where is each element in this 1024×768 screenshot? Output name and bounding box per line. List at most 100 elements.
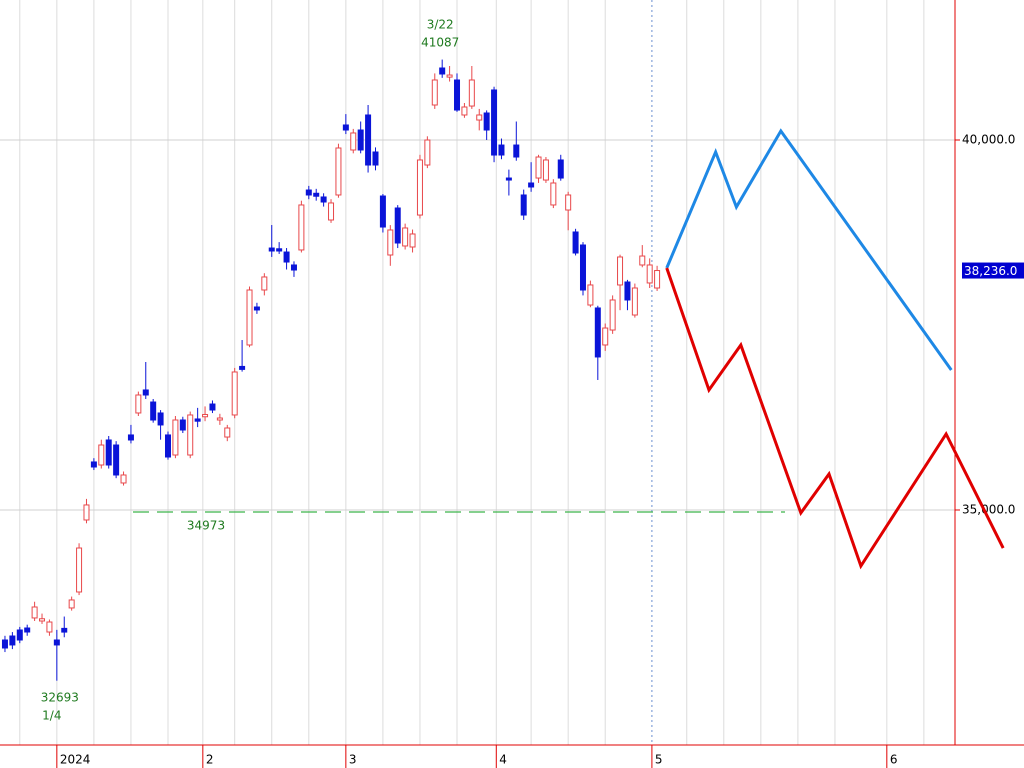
candle-body <box>624 281 631 301</box>
x-tick-label: 2024 <box>60 753 91 767</box>
candle-body <box>98 444 105 466</box>
candle-body <box>409 233 416 248</box>
candle-body <box>431 79 438 106</box>
candle-body <box>557 159 564 179</box>
candle-body <box>113 444 120 476</box>
candle-body <box>290 264 297 271</box>
candle-body <box>83 504 90 521</box>
candle-body <box>24 627 31 633</box>
candle-body <box>16 629 23 641</box>
candle-body <box>617 256 624 286</box>
x-tick-label: 4 <box>499 753 507 767</box>
candle-body <box>31 606 38 619</box>
candle-body <box>350 132 357 151</box>
candle-body <box>646 264 653 284</box>
candle-body <box>305 189 312 196</box>
candle-body <box>253 306 260 311</box>
candle-body <box>209 403 216 411</box>
candle-body <box>216 417 223 421</box>
candle-body <box>157 412 164 426</box>
price-tag-label: 38,236.0 <box>964 264 1017 278</box>
candle-body <box>298 204 305 251</box>
candle-body <box>654 270 661 289</box>
candle-body <box>379 195 386 228</box>
projection-line <box>665 128 953 371</box>
candle-body <box>46 621 53 633</box>
y-tick-label: 40,000.0 <box>962 133 1015 147</box>
candle-body <box>402 227 409 247</box>
candle-body <box>313 192 320 197</box>
candle-body <box>342 124 349 131</box>
candle-body <box>491 89 498 156</box>
candle-body <box>224 427 231 438</box>
candle-body <box>283 251 290 263</box>
candle-body <box>172 419 179 456</box>
candle-body <box>594 307 601 358</box>
candle-body <box>587 284 594 306</box>
candle-body <box>127 434 134 441</box>
y-tick-label: 35,000.0 <box>962 502 1015 516</box>
candle-body <box>120 474 127 484</box>
annotation-date: 1/4 <box>42 709 61 723</box>
candle-body <box>424 139 431 166</box>
candle-body <box>468 79 475 107</box>
candle-body <box>357 129 364 151</box>
candle-body <box>320 196 327 203</box>
candle-body <box>372 151 379 166</box>
candle-body <box>394 207 401 244</box>
candle-body <box>565 194 572 211</box>
support-label: 34973 <box>187 518 225 532</box>
candle-body <box>239 365 246 370</box>
candle-body <box>528 182 535 188</box>
annotation-value: 41087 <box>421 36 459 50</box>
candle-body <box>602 327 609 346</box>
annotation-value: 32693 <box>41 691 79 705</box>
candle-body <box>246 289 253 346</box>
candle-body <box>135 394 142 414</box>
candle-body <box>328 202 335 221</box>
candle-body <box>53 639 60 646</box>
candle-body <box>268 247 275 252</box>
candle-body <box>446 74 453 78</box>
candle-body <box>461 106 468 116</box>
candle-body <box>164 434 171 458</box>
candle-body <box>90 461 97 468</box>
candle-body <box>476 114 483 121</box>
candle-body <box>550 182 557 206</box>
candle-body <box>483 112 490 131</box>
candle-body <box>387 229 394 256</box>
candle-body <box>1 639 8 649</box>
candle-body <box>579 244 586 291</box>
x-tick-label: 3 <box>349 753 357 767</box>
candle-body <box>609 299 616 331</box>
annotation-date: 3/22 <box>427 18 454 32</box>
candle-body <box>572 231 579 254</box>
candle-body <box>639 255 646 266</box>
candle-body <box>150 401 157 421</box>
candle-body <box>179 419 186 431</box>
candle-body <box>416 159 423 216</box>
candle-body <box>39 618 46 622</box>
candle-body <box>520 194 527 216</box>
candle-body <box>335 147 342 196</box>
x-tick-label: 2 <box>206 753 214 767</box>
candle-body <box>76 547 83 593</box>
candle-body <box>202 414 209 418</box>
candle-body <box>439 67 446 75</box>
candle-body <box>498 144 505 156</box>
candle-body <box>535 156 542 179</box>
candle-body <box>631 287 638 316</box>
projection-line <box>665 267 1005 570</box>
candle-body <box>194 418 201 422</box>
candle-body <box>454 79 461 111</box>
candle-body <box>276 248 283 252</box>
candle-body <box>68 599 75 609</box>
x-tick-label: 6 <box>890 753 898 767</box>
candle-body <box>505 177 512 181</box>
x-tick-label: 5 <box>655 753 663 767</box>
candle-body <box>187 414 194 456</box>
candle-body <box>142 389 149 396</box>
candle-body <box>261 276 268 291</box>
candle-body <box>365 114 372 166</box>
